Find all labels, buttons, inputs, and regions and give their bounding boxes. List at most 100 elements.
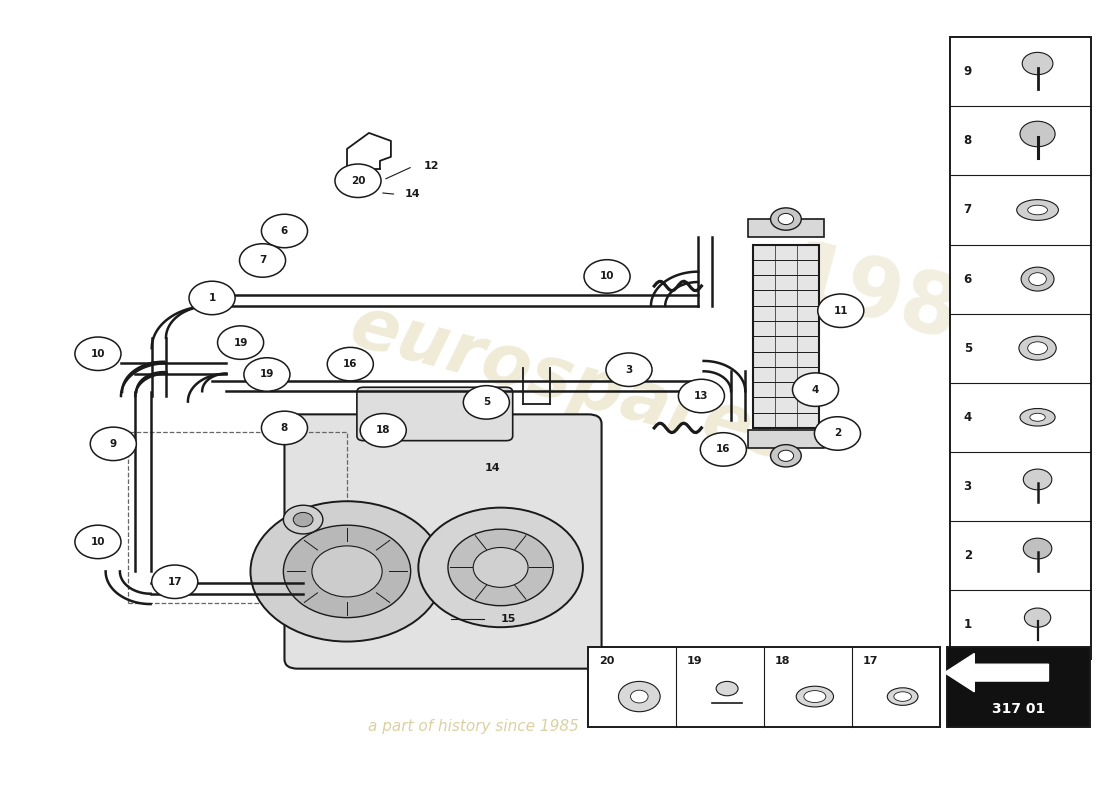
Ellipse shape [888,688,918,706]
Text: 18: 18 [376,426,390,435]
Ellipse shape [1028,273,1046,286]
Text: 5: 5 [483,398,490,407]
Bar [754,245,818,428]
Text: eurospares: eurospares [342,292,802,477]
Text: 19: 19 [260,370,274,379]
Ellipse shape [1019,336,1056,360]
Circle shape [240,244,286,278]
Circle shape [284,506,323,534]
Circle shape [814,417,860,450]
Bar [950,38,1091,659]
Circle shape [218,326,264,359]
Ellipse shape [894,692,912,702]
Bar [128,432,346,603]
Circle shape [294,513,313,526]
Text: 19: 19 [233,338,248,347]
Circle shape [1023,538,1052,559]
Text: a part of history since 1985: a part of history since 1985 [367,719,579,734]
Circle shape [770,208,801,230]
Circle shape [360,414,406,447]
Circle shape [679,379,725,413]
Text: 3: 3 [626,365,632,374]
Circle shape [778,450,793,462]
Text: 2: 2 [834,429,842,438]
Text: 19: 19 [688,657,703,666]
Circle shape [1023,469,1052,490]
Text: 7: 7 [258,255,266,266]
Circle shape [418,508,583,627]
Text: 15: 15 [500,614,516,624]
Circle shape [473,547,528,587]
Text: 20: 20 [351,176,365,186]
Circle shape [448,529,553,606]
Ellipse shape [1030,414,1045,422]
Circle shape [778,214,793,225]
Bar [588,647,939,727]
Polygon shape [945,654,1048,692]
Text: 8: 8 [964,134,972,147]
Text: 20: 20 [600,657,615,666]
Ellipse shape [1016,200,1058,220]
Circle shape [334,164,381,198]
Text: 4: 4 [812,385,820,394]
Text: 1: 1 [208,293,216,303]
Circle shape [262,214,308,248]
Circle shape [792,373,838,406]
Text: 10: 10 [90,537,106,547]
Circle shape [463,386,509,419]
Ellipse shape [618,682,660,712]
Text: 8: 8 [280,423,288,433]
Text: 317 01: 317 01 [992,702,1045,716]
Text: 10: 10 [600,271,614,282]
FancyBboxPatch shape [285,414,602,669]
Ellipse shape [1027,342,1047,354]
Circle shape [75,525,121,558]
Circle shape [75,337,121,370]
Circle shape [152,565,198,598]
Circle shape [606,353,652,386]
Text: 11: 11 [834,306,848,316]
Text: 14: 14 [485,462,501,473]
Text: 6: 6 [964,273,972,286]
Ellipse shape [716,682,738,696]
Circle shape [701,433,747,466]
Text: 7: 7 [964,203,971,217]
Circle shape [817,294,864,327]
Circle shape [90,427,136,461]
Text: 16: 16 [343,359,358,369]
Text: 17: 17 [862,657,878,666]
Ellipse shape [1021,267,1054,291]
Text: 4: 4 [964,410,972,424]
Circle shape [1024,608,1050,627]
Ellipse shape [1020,409,1055,426]
Text: 14: 14 [405,190,420,199]
Circle shape [770,445,801,467]
Bar [748,430,824,448]
Text: 17: 17 [167,577,183,586]
FancyBboxPatch shape [356,387,513,441]
Text: 5: 5 [964,342,972,354]
Ellipse shape [1027,206,1047,214]
Text: 16: 16 [716,445,730,454]
Ellipse shape [630,690,648,703]
Circle shape [251,502,443,642]
Text: 6: 6 [280,226,288,236]
Text: 9: 9 [964,66,972,78]
Text: 9: 9 [110,439,117,449]
Text: 3: 3 [964,480,971,493]
Circle shape [328,347,373,381]
Circle shape [284,525,410,618]
Text: 2: 2 [964,549,971,562]
Text: 1: 1 [964,618,971,631]
Ellipse shape [796,686,834,707]
Circle shape [262,411,308,445]
Ellipse shape [804,690,826,702]
Circle shape [244,358,290,391]
Circle shape [1022,52,1053,74]
Circle shape [584,260,630,293]
Text: 18: 18 [774,657,791,666]
Circle shape [312,546,382,597]
Text: 12: 12 [424,162,439,171]
Text: 1985: 1985 [779,235,1024,374]
Circle shape [1020,122,1055,146]
